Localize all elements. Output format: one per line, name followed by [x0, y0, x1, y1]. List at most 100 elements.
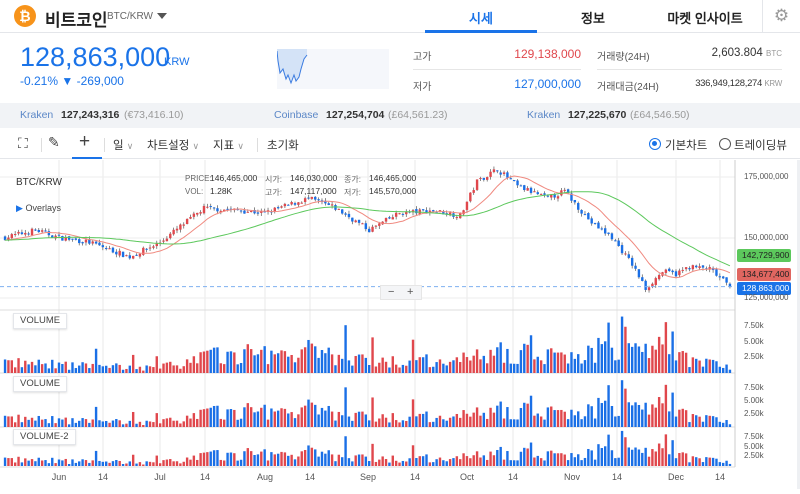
tradingview-radio[interactable] — [719, 138, 731, 150]
volume-bar — [347, 416, 351, 427]
volume-bar — [472, 355, 475, 373]
exchange-name[interactable]: Kraken — [20, 109, 54, 121]
tradingview-label[interactable]: 트레이딩뷰 — [734, 140, 787, 152]
volume-bar — [600, 403, 604, 427]
volume-bar — [131, 454, 135, 466]
volume-bar — [182, 366, 185, 373]
volume-bar — [661, 344, 664, 373]
volume-bar — [536, 413, 539, 427]
candle-body — [67, 236, 71, 240]
volume-bar — [597, 397, 600, 427]
candle-body — [384, 217, 388, 222]
reset-button[interactable]: 초기화 — [267, 140, 299, 152]
coin-dropdown-icon[interactable] — [157, 13, 167, 19]
indicators-dropdown[interactable]: 지표 ∨ — [213, 137, 244, 153]
volume-bar — [516, 419, 519, 427]
volume-bar — [324, 453, 327, 466]
volume-bar — [236, 460, 239, 466]
volume-tick: 5.00k — [744, 396, 764, 405]
volume-bar — [398, 462, 401, 466]
volume-bar — [7, 360, 10, 373]
exchange-name[interactable]: Coinbase — [274, 109, 319, 121]
crosshair-icon[interactable]: + — [79, 131, 91, 152]
pencil-icon[interactable]: ✎ — [48, 134, 60, 150]
candle-body — [496, 170, 499, 172]
volume-bar — [152, 367, 155, 373]
candle-body — [74, 238, 78, 240]
zoom-in-button[interactable]: + — [407, 286, 414, 298]
volume-bar — [398, 367, 401, 373]
chart-settings-dropdown[interactable]: 차트설정 ∨ — [147, 137, 199, 153]
candle-body — [30, 228, 34, 236]
volume-bar — [138, 462, 142, 466]
volume-bar — [145, 365, 148, 373]
volume-bar — [266, 460, 270, 466]
tab-price[interactable]: 시세 — [469, 11, 493, 26]
basic-chart-label[interactable]: 기본차트 — [665, 140, 708, 152]
volume-bar — [674, 360, 678, 373]
volume-bar — [206, 408, 209, 427]
volume-bar — [223, 364, 226, 373]
volume-bar — [341, 457, 344, 466]
volume-bar — [526, 344, 529, 373]
volume-bar — [199, 453, 202, 466]
volume-bar — [681, 408, 684, 427]
coin-name[interactable]: 비트코인 — [45, 11, 108, 30]
volume-bar — [239, 362, 243, 373]
volume-bar — [475, 451, 479, 466]
tab-market-insight[interactable]: 마켓 인사이트 — [667, 11, 743, 26]
volume-bar — [479, 415, 482, 427]
ma-long-price-tag: 142,729,900 — [737, 249, 791, 262]
volume-bar — [462, 352, 465, 373]
tab-info[interactable]: 정보 — [581, 11, 605, 26]
volume-bar — [115, 363, 118, 373]
volume-bar — [668, 354, 671, 373]
volume-bar — [593, 459, 597, 466]
basic-chart-radio[interactable] — [649, 138, 661, 150]
volume-bar — [101, 461, 105, 466]
volume-bar — [566, 460, 570, 466]
gear-icon[interactable]: ⚙ — [762, 0, 800, 32]
volume-tick: 7.50k — [744, 320, 764, 330]
chart-canvas[interactable] — [0, 160, 800, 489]
price-chart[interactable]: BTC/KRW ▶ Overlays PRICE: 146,465,000 VO… — [0, 160, 800, 489]
volume-bar — [121, 369, 125, 373]
volume-bar — [715, 361, 718, 373]
volume-bar — [182, 461, 185, 466]
volume-bar — [536, 455, 539, 466]
volume-bar — [243, 451, 246, 466]
candle-body — [280, 206, 283, 208]
volume-bar — [219, 459, 223, 466]
volume-bar — [179, 463, 182, 466]
volume-bar — [297, 357, 300, 373]
overlays-toggle[interactable]: ▶ Overlays — [16, 203, 61, 214]
candle-body — [455, 217, 459, 219]
volume-bar — [587, 345, 590, 373]
candle-body — [536, 192, 539, 195]
candle-body — [44, 230, 47, 232]
volume-bar — [624, 388, 627, 427]
volume-bar — [428, 462, 432, 466]
volume-unit: BTC — [766, 49, 782, 58]
volume-bar — [637, 405, 641, 427]
zoom-out-button[interactable]: − — [388, 286, 395, 298]
candle-body — [485, 177, 489, 180]
volume-bar — [661, 448, 664, 466]
volume-bar — [330, 411, 334, 427]
volume-bar — [125, 368, 128, 373]
period-dropdown[interactable]: 일 ∨ — [113, 137, 133, 153]
volume-bar — [155, 356, 158, 373]
volume-bar — [57, 418, 61, 427]
candle-body — [337, 208, 341, 210]
divider — [413, 69, 581, 70]
fullscreen-icon[interactable]: ⛶ — [18, 135, 28, 151]
volume-bar — [121, 463, 125, 466]
volume-bar — [108, 462, 111, 466]
exchange-name[interactable]: Kraken — [527, 109, 561, 121]
low-value: 127,000,000 — [514, 77, 581, 91]
x-tick: 14 — [97, 472, 108, 482]
chevron-down-icon: ∨ — [192, 141, 200, 151]
volume-bar — [189, 418, 192, 427]
volume-bar — [644, 343, 647, 373]
volume-bar — [411, 339, 415, 373]
